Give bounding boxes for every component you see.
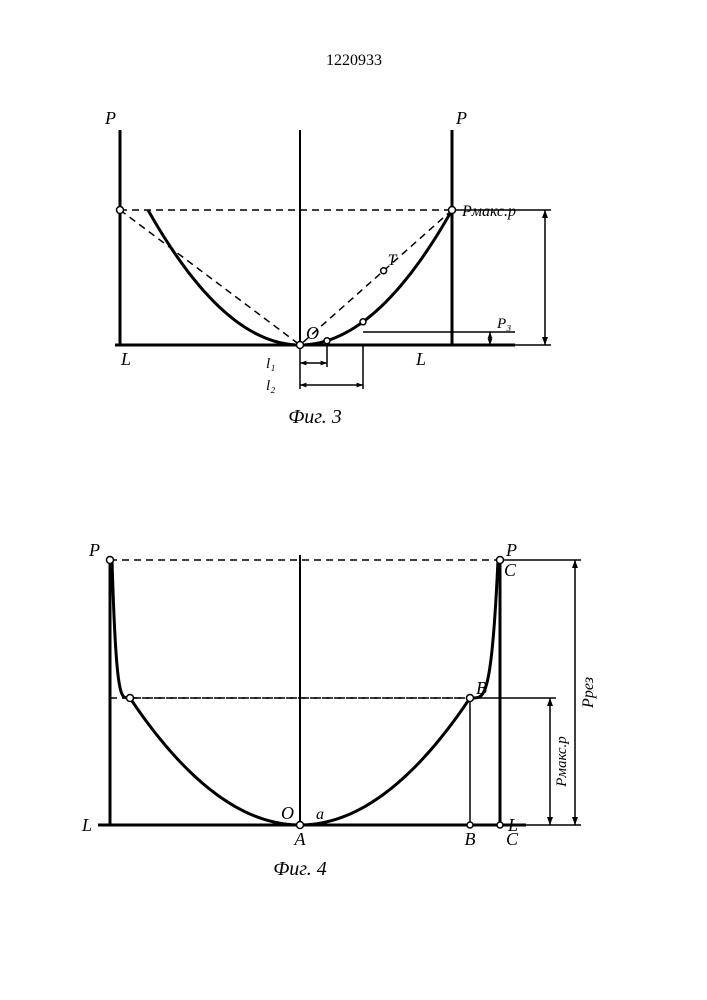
svg-text:A: A bbox=[294, 829, 307, 849]
fig3-caption: Фиг. 3 bbox=[288, 406, 342, 428]
svg-text:P: P bbox=[505, 540, 517, 560]
svg-text:O: O bbox=[306, 323, 319, 343]
svg-text:L: L bbox=[415, 349, 426, 369]
svg-text:Pмакс.р: Pмакс.р bbox=[461, 203, 516, 220]
svg-text:1220933: 1220933 bbox=[326, 52, 382, 69]
svg-text:l₂: l₂ bbox=[266, 378, 275, 394]
svg-text:T: T bbox=[388, 252, 398, 269]
svg-text:a: a bbox=[316, 806, 324, 823]
svg-text:B: B bbox=[465, 829, 476, 849]
svg-text:O: O bbox=[281, 803, 294, 823]
svg-text:P: P bbox=[88, 540, 100, 560]
svg-text:C: C bbox=[504, 560, 517, 580]
svg-text:l₁: l₁ bbox=[266, 356, 275, 372]
svg-text:Pмакс.р: Pмакс.р bbox=[554, 736, 570, 788]
svg-text:P: P bbox=[455, 108, 467, 128]
svg-text:P₃: P₃ bbox=[496, 316, 511, 332]
svg-text:B: B bbox=[476, 678, 487, 698]
fig4-caption: Фиг. 4 bbox=[273, 858, 327, 880]
svg-text:C: C bbox=[506, 829, 519, 849]
svg-text:L: L bbox=[120, 349, 131, 369]
svg-text:P: P bbox=[104, 108, 116, 128]
fig4-curve-left bbox=[112, 560, 130, 698]
svg-text:Pрез: Pрез bbox=[580, 677, 597, 709]
svg-text:L: L bbox=[81, 815, 92, 835]
